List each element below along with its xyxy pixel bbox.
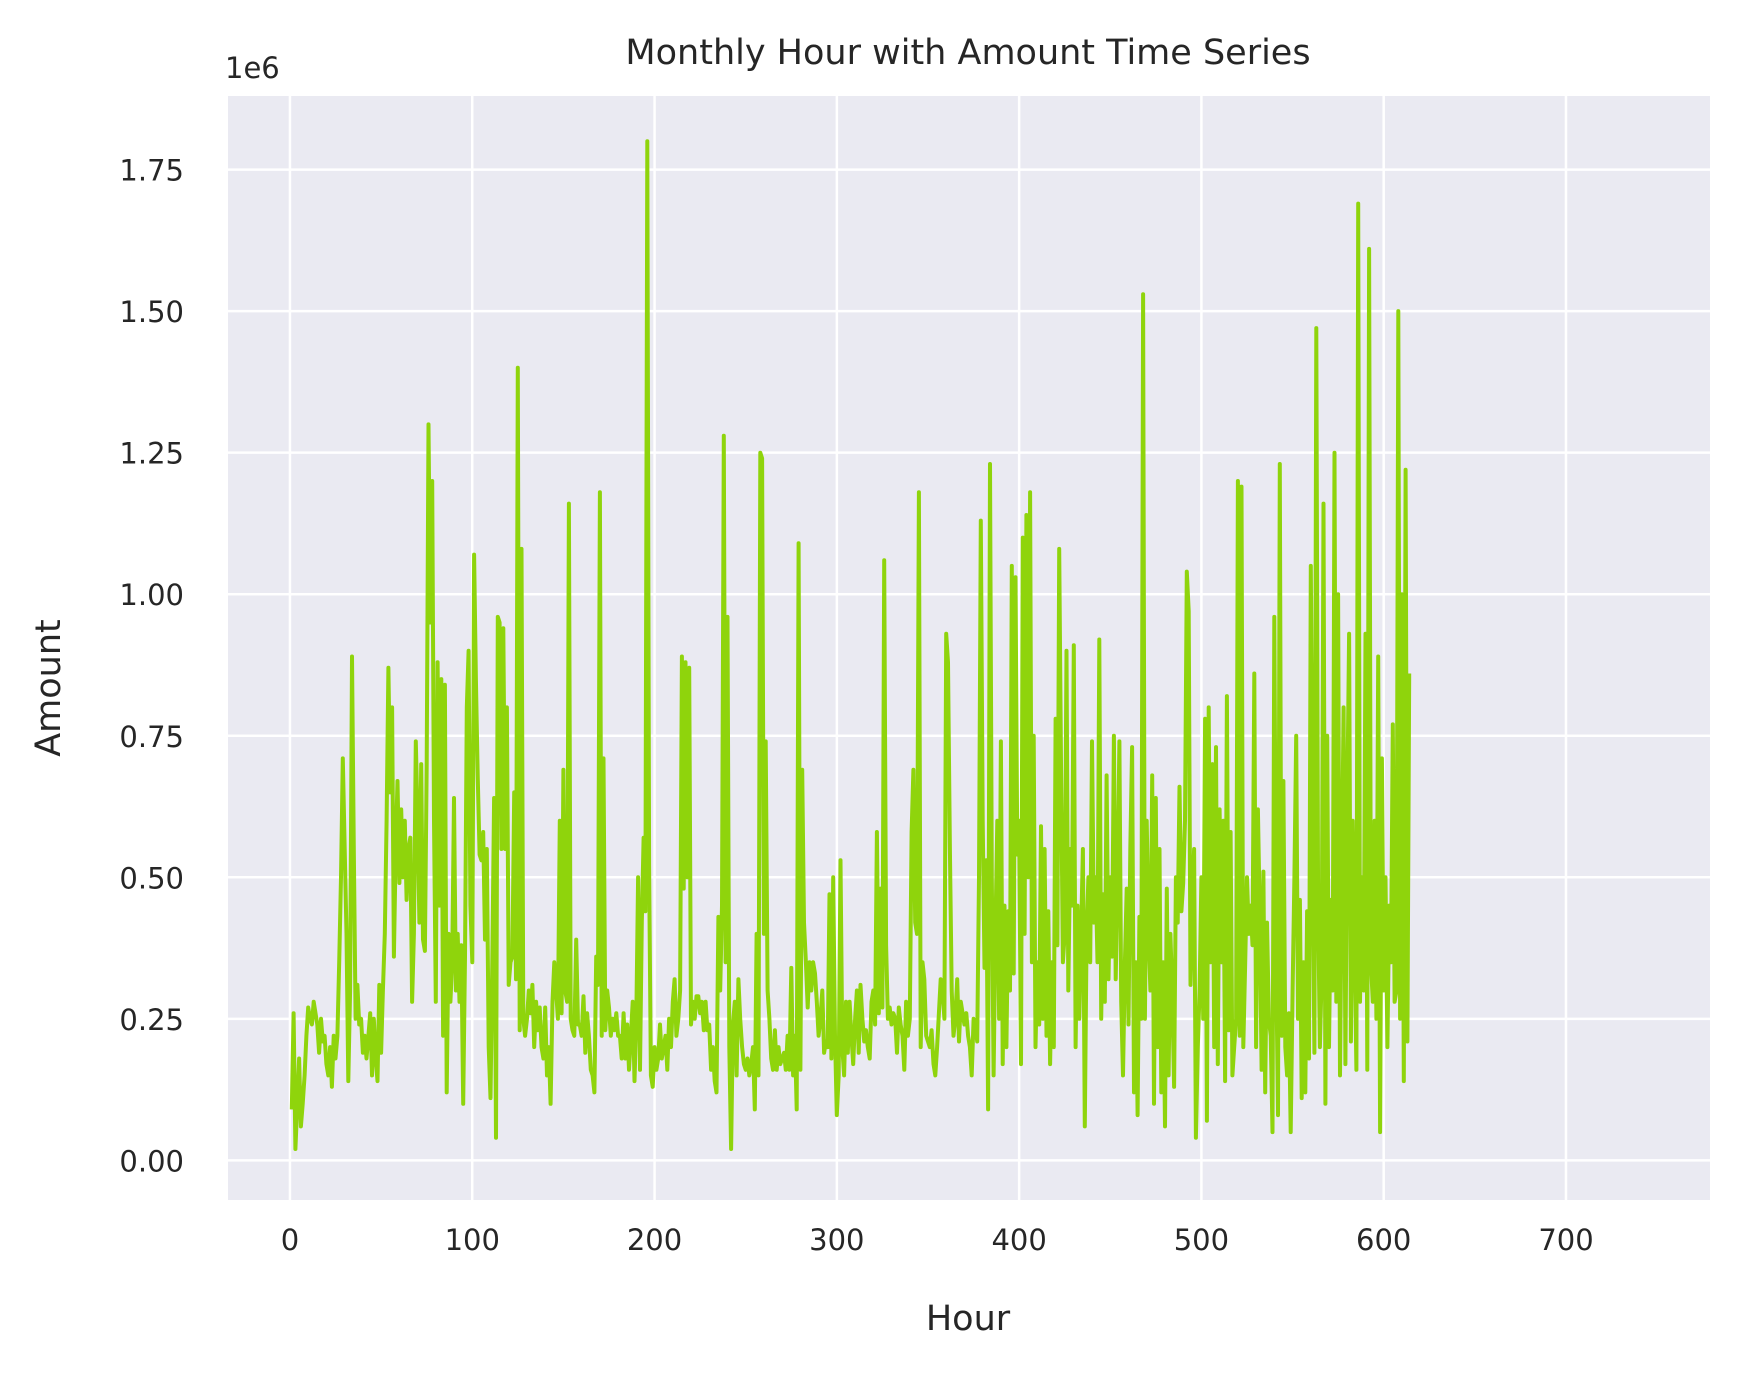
y-tick-labels: 0.00 0.25 0.50 0.75 1.00 1.25 1.50 1.75 bbox=[119, 154, 184, 1179]
x-tick-labels: 0 100 200 300 400 500 600 700 bbox=[281, 1223, 1594, 1257]
x-tick-label: 500 bbox=[1174, 1223, 1229, 1257]
y-tick-label: 1.75 bbox=[119, 154, 184, 188]
x-tick-label: 300 bbox=[809, 1223, 864, 1257]
y-tick-label: 0.00 bbox=[119, 1144, 184, 1178]
y-axis-offset-label: 1e6 bbox=[225, 51, 280, 85]
y-tick-label: 0.50 bbox=[119, 861, 184, 895]
x-tick-label: 700 bbox=[1538, 1223, 1593, 1257]
x-tick-label: 600 bbox=[1356, 1223, 1411, 1257]
x-axis-label: Hour bbox=[926, 1299, 1011, 1339]
series-line bbox=[289, 139, 1412, 1151]
y-tick-label: 0.75 bbox=[119, 720, 184, 754]
x-tick-label: 400 bbox=[991, 1223, 1046, 1257]
x-tick-label: 200 bbox=[627, 1223, 682, 1257]
x-tick-label: 0 bbox=[281, 1223, 299, 1257]
y-axis-label: Amount bbox=[29, 619, 69, 757]
y-tick-label: 1.00 bbox=[119, 578, 184, 612]
chart-title: Monthly Hour with Amount Time Series bbox=[625, 33, 1310, 73]
y-tick-label: 1.25 bbox=[119, 437, 184, 471]
y-tick-label: 1.50 bbox=[119, 295, 184, 329]
y-gridlines bbox=[228, 168, 1710, 1162]
x-tick-label: 100 bbox=[445, 1223, 500, 1257]
y-tick-label: 0.25 bbox=[119, 1003, 184, 1037]
